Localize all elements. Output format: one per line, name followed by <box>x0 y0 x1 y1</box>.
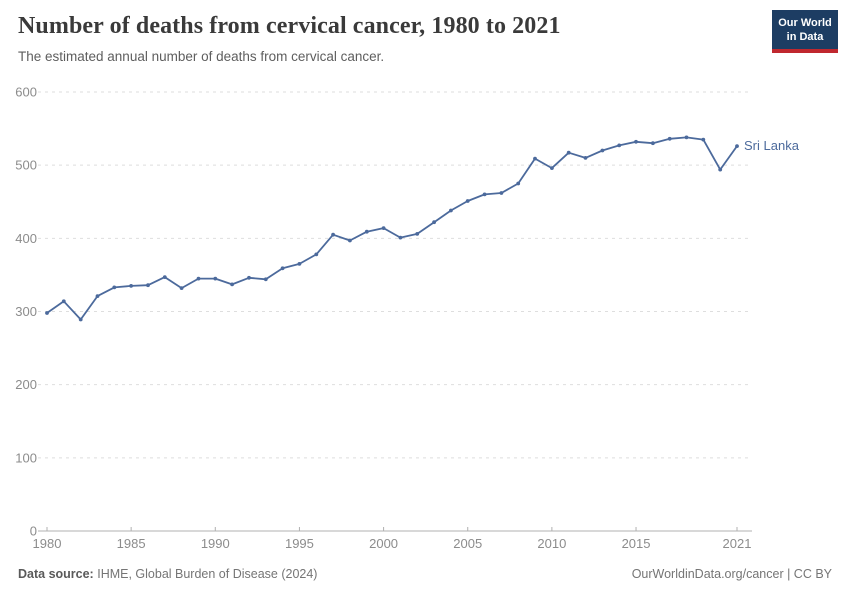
y-axis-tick-label: 300 <box>15 304 37 319</box>
data-point <box>449 208 453 213</box>
y-axis-tick-label: 0 <box>30 524 37 539</box>
chart-subtitle: The estimated annual number of deaths fr… <box>18 48 385 64</box>
y-axis-tick-label: 600 <box>15 85 37 100</box>
data-point <box>701 137 706 142</box>
data-source: Data source: IHME, Global Burden of Dise… <box>18 567 317 581</box>
x-axis-tick-label: 2000 <box>369 536 398 551</box>
data-point <box>112 285 117 290</box>
owid-logo-line1: Our World <box>778 17 832 29</box>
data-point <box>95 294 100 298</box>
data-point <box>684 135 689 140</box>
data-point <box>667 136 672 141</box>
data-point <box>499 191 504 195</box>
data-point <box>146 283 150 288</box>
y-axis-tick-label: 100 <box>15 450 37 465</box>
data-point <box>162 275 167 279</box>
data-point <box>533 156 537 161</box>
x-axis-tick-label: 1995 <box>285 536 314 551</box>
y-axis-tick-label: 200 <box>15 377 37 392</box>
data-point <box>600 148 605 153</box>
chart-footer: Data source: IHME, Global Burden of Dise… <box>18 567 832 581</box>
y-axis-tick-label: 400 <box>15 231 37 246</box>
data-point <box>634 139 638 144</box>
x-axis-tick-label: 2010 <box>537 536 566 551</box>
data-point <box>465 199 470 203</box>
data-point <box>61 299 66 304</box>
page-title: Number of deaths from cervical cancer, 1… <box>18 13 561 39</box>
data-point <box>78 317 83 322</box>
x-axis-tick-label: 1985 <box>117 536 146 551</box>
data-point <box>718 167 723 172</box>
data-point <box>398 235 403 240</box>
data-source-label: Data source: <box>18 567 94 581</box>
data-point <box>381 226 386 231</box>
data-point <box>617 143 622 148</box>
data-point <box>230 282 235 287</box>
entity-label-sri-lanka[interactable]: Sri Lanka <box>744 138 800 153</box>
data-point <box>280 266 285 271</box>
data-point <box>196 276 201 281</box>
x-axis-tick-label: 2005 <box>453 536 482 551</box>
data-point <box>297 262 302 266</box>
x-axis-tick-label: 2021 <box>723 536 752 551</box>
data-point <box>735 144 739 149</box>
data-point <box>129 284 134 288</box>
x-axis-tick-label: 1980 <box>33 536 62 551</box>
data-point <box>583 156 588 160</box>
data-point <box>247 275 251 280</box>
owid-logo: Our World in Data <box>772 10 838 53</box>
data-point <box>482 192 487 197</box>
chart-header: Number of deaths from cervical cancer, 1… <box>18 13 760 64</box>
data-point <box>566 150 571 155</box>
data-point <box>550 166 554 171</box>
series-line-sri-lanka <box>46 136 738 321</box>
owid-logo-line2: in Data <box>786 31 824 44</box>
data-point <box>415 232 420 236</box>
data-point <box>179 286 184 290</box>
data-point <box>651 141 655 146</box>
x-axis-tick-label: 2015 <box>622 536 651 551</box>
data-point <box>364 229 369 234</box>
data-source-text: IHME, Global Burden of Disease (2024) <box>97 567 318 581</box>
data-point <box>348 238 352 243</box>
data-point <box>213 276 218 281</box>
data-point <box>331 232 335 237</box>
data-point <box>314 252 319 257</box>
attribution[interactable]: OurWorldinData.org/cancer | CC BY <box>631 567 832 581</box>
data-point <box>516 181 521 186</box>
x-axis-tick-label: 1990 <box>201 536 230 551</box>
y-axis-tick-label: 500 <box>15 158 37 173</box>
data-point <box>45 311 49 315</box>
data-point <box>263 277 268 282</box>
data-point <box>432 220 436 225</box>
